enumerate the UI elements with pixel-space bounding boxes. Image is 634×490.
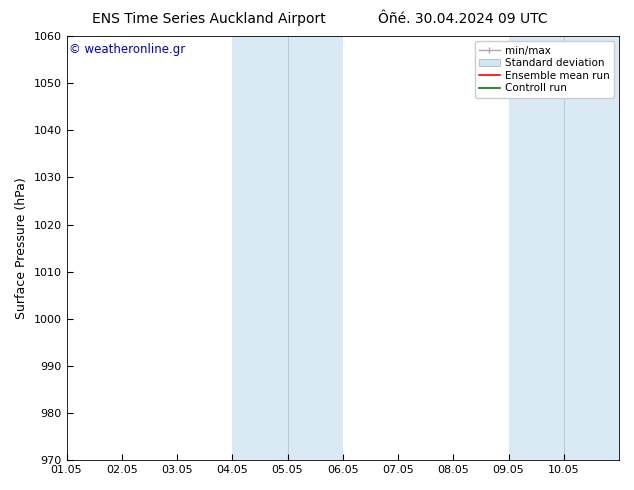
Text: Ôñé. 30.04.2024 09 UTC: Ôñé. 30.04.2024 09 UTC [378,12,548,26]
Y-axis label: Surface Pressure (hPa): Surface Pressure (hPa) [15,177,28,319]
Legend: min/max, Standard deviation, Ensemble mean run, Controll run: min/max, Standard deviation, Ensemble me… [475,41,614,98]
Bar [508,36,619,460]
Bar [232,36,343,460]
Text: ENS Time Series Auckland Airport: ENS Time Series Auckland Airport [93,12,326,26]
Text: © weatheronline.gr: © weatheronline.gr [69,43,186,55]
